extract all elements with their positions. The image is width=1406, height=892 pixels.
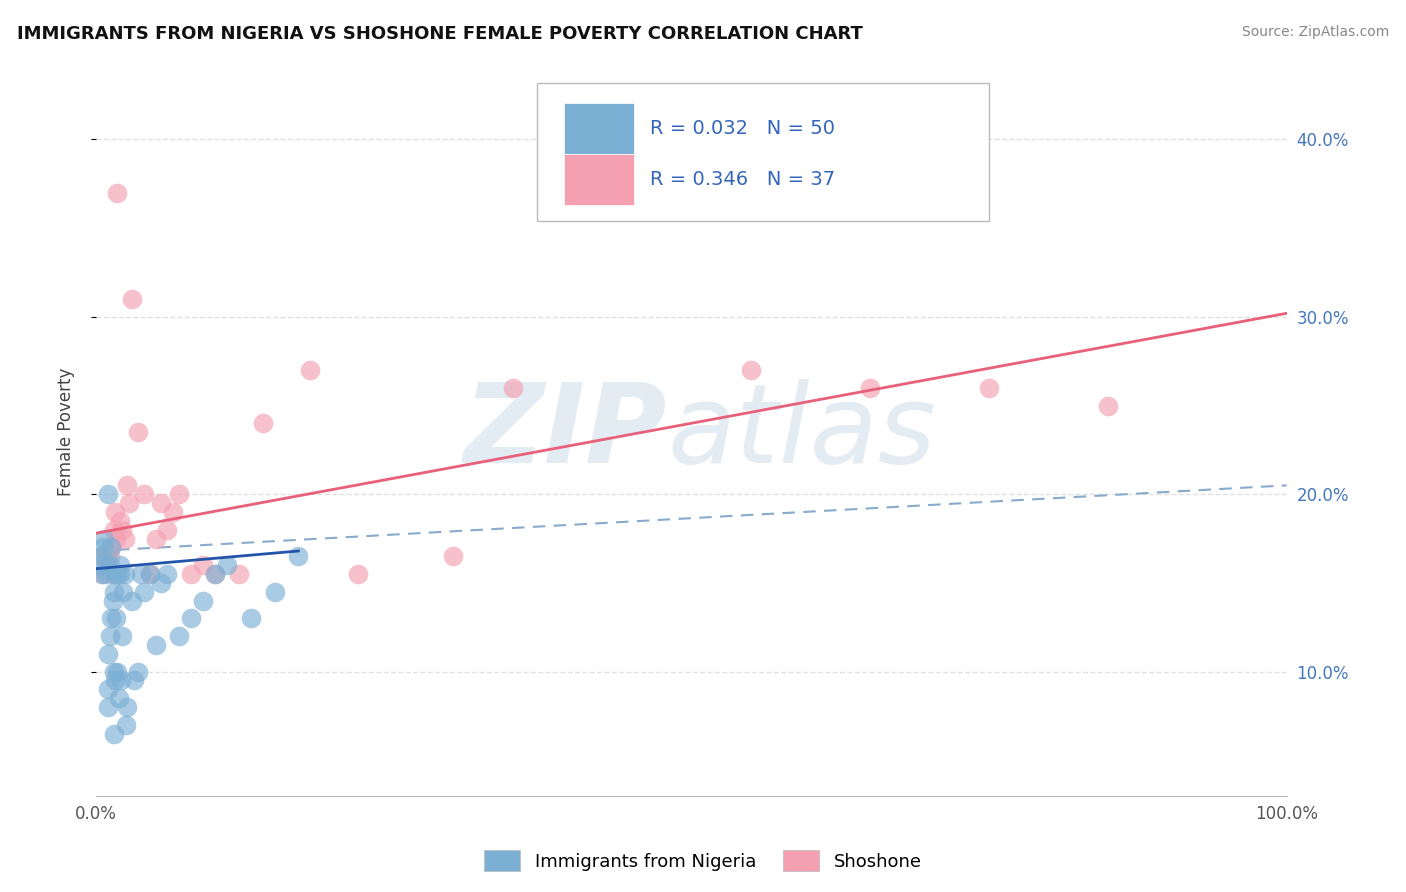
Point (103, 584, 125, 599)
Point (98, 549, 121, 564)
Point (89, 558, 111, 573)
Point (104, 673, 127, 688)
Point (108, 567, 131, 582)
Point (263, 584, 285, 599)
Point (105, 532, 128, 546)
Text: R = 0.032   N = 50: R = 0.032 N = 50 (650, 119, 835, 137)
Point (105, 611, 128, 625)
Point (104, 505, 127, 519)
Point (859, 381, 882, 395)
Point (103, 523, 125, 537)
Point (114, 718, 136, 732)
Point (97, 682, 120, 697)
Point (129, 567, 152, 582)
Point (156, 567, 179, 582)
Point (93, 532, 115, 546)
Point (287, 549, 309, 564)
Point (162, 505, 184, 519)
Point (150, 575, 173, 590)
Point (100, 611, 122, 625)
Point (103, 665, 125, 679)
Point (180, 611, 202, 625)
Point (204, 567, 226, 582)
Point (112, 584, 135, 599)
Text: IMMIGRANTS FROM NIGERIA VS SHOSHONE FEMALE POVERTY CORRELATION CHART: IMMIGRANTS FROM NIGERIA VS SHOSHONE FEMA… (17, 25, 863, 43)
Point (101, 593, 124, 607)
Text: atlas: atlas (668, 378, 936, 485)
Point (98, 629, 121, 643)
Point (502, 381, 524, 395)
Point (191, 593, 214, 607)
Point (107, 567, 129, 582)
Point (96, 549, 118, 564)
Point (252, 417, 274, 431)
Point (114, 567, 136, 582)
Point (90, 549, 112, 564)
Point (91, 567, 114, 582)
Point (299, 363, 322, 377)
Point (107, 665, 129, 679)
Text: ZIP: ZIP (464, 378, 668, 485)
Point (111, 629, 134, 643)
Point (347, 567, 370, 582)
Point (94, 567, 117, 582)
Point (228, 567, 250, 582)
Point (100, 541, 122, 555)
Point (110, 673, 132, 688)
FancyBboxPatch shape (564, 154, 634, 204)
Point (121, 292, 143, 306)
FancyBboxPatch shape (537, 83, 988, 221)
Point (108, 514, 131, 528)
Point (169, 629, 191, 643)
Point (91, 541, 114, 555)
FancyBboxPatch shape (564, 103, 634, 153)
Point (97, 700, 120, 714)
Point (145, 638, 167, 652)
Point (977, 381, 1000, 395)
Point (138, 567, 160, 582)
Point (111, 523, 134, 537)
Point (93, 549, 115, 564)
Point (127, 425, 149, 439)
Point (118, 496, 141, 510)
Point (104, 567, 127, 582)
Text: R = 0.346   N = 37: R = 0.346 N = 37 (650, 169, 835, 188)
Point (108, 558, 131, 573)
Point (150, 496, 173, 510)
Point (1097, 399, 1119, 413)
Point (145, 532, 167, 546)
Point (107, 186, 129, 200)
Text: Source: ZipAtlas.com: Source: ZipAtlas.com (1241, 25, 1389, 39)
Y-axis label: Female Poverty: Female Poverty (58, 368, 75, 496)
Point (132, 487, 155, 501)
Point (114, 532, 136, 546)
Point (132, 584, 155, 599)
Point (91, 567, 114, 582)
Point (100, 541, 122, 555)
Point (215, 558, 238, 573)
Point (191, 558, 214, 573)
Point (180, 567, 202, 582)
Point (740, 363, 762, 377)
Point (121, 593, 143, 607)
Point (115, 478, 138, 492)
Point (96, 558, 118, 573)
Point (156, 523, 179, 537)
Point (239, 611, 262, 625)
Point (204, 567, 226, 582)
Point (101, 567, 124, 582)
Point (122, 673, 145, 688)
Point (97, 487, 120, 501)
Point (103, 727, 125, 741)
Point (441, 549, 464, 564)
Legend: Immigrants from Nigeria, Shoshone: Immigrants from Nigeria, Shoshone (477, 843, 929, 879)
Point (115, 700, 138, 714)
Point (169, 487, 191, 501)
Point (97, 647, 120, 661)
Point (107, 691, 129, 706)
Point (127, 665, 149, 679)
Point (98, 558, 121, 573)
Point (138, 567, 160, 582)
